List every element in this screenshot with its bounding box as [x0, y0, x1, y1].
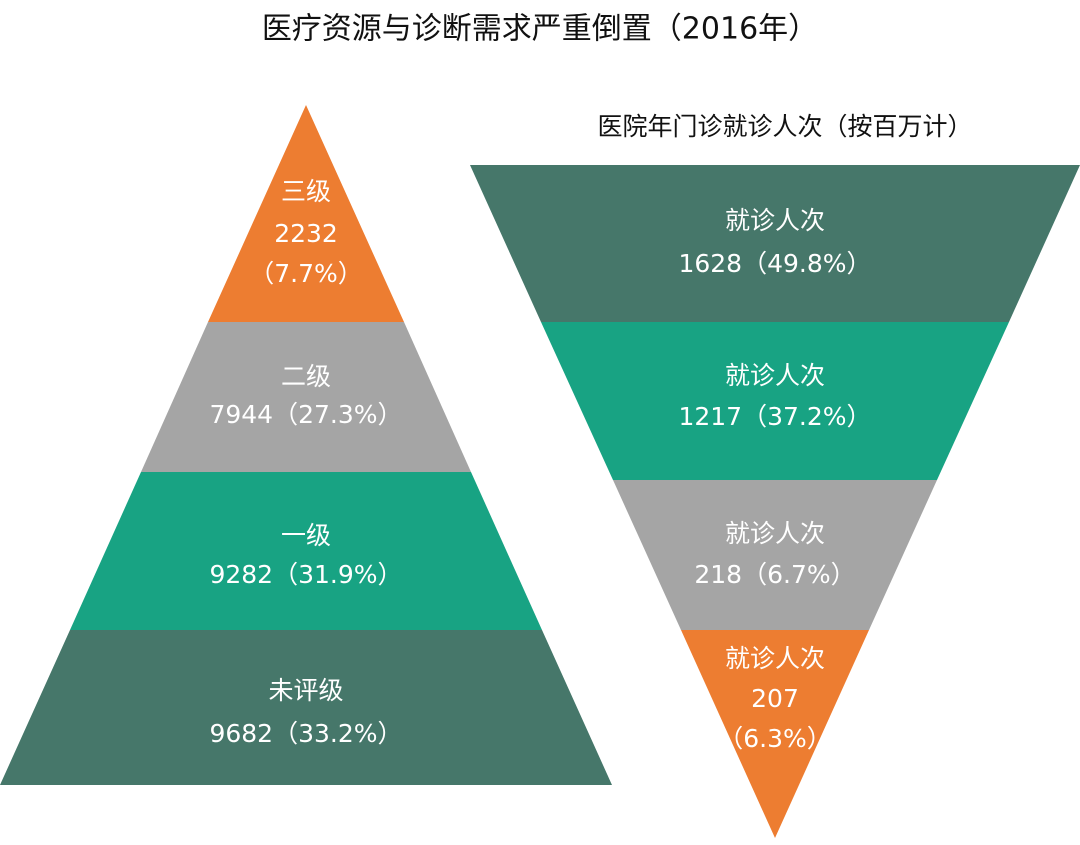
- level-value-line: 1628（49.8%）: [678, 249, 871, 278]
- pyramid-band: [0, 630, 612, 785]
- level-label: 就诊人次: [725, 644, 825, 673]
- funnel-band: [613, 480, 937, 630]
- level-label: 未评级: [268, 676, 343, 705]
- level-label: 二级: [281, 362, 331, 391]
- level-label: 一级: [281, 521, 331, 550]
- level-label: 三级: [281, 177, 331, 206]
- level-share: （7.7%）: [249, 259, 363, 288]
- level-share: （33.2%）: [273, 719, 402, 748]
- level-share: （6.3%）: [718, 724, 832, 753]
- level-value-line: 9282（31.9%）: [209, 560, 402, 589]
- title: 医疗资源与诊断需求严重倒置（2016年）: [262, 12, 818, 47]
- level-value: 7944: [209, 400, 273, 429]
- funnel-band: [470, 165, 1080, 322]
- level-share: （27.3%）: [273, 400, 402, 429]
- level-share: （49.8%）: [742, 249, 871, 278]
- funnel-title: 医院年门诊就诊人次（按百万计）: [597, 112, 972, 141]
- pyramid-band: [70, 472, 542, 630]
- level-value: 9682: [209, 719, 273, 748]
- level-label: 就诊人次: [725, 361, 825, 390]
- funnel-band: [681, 630, 869, 838]
- level-share: （6.7%）: [742, 560, 856, 589]
- level-label: 就诊人次: [725, 206, 825, 235]
- funnel-band: [541, 322, 1009, 480]
- level-share: （31.9%）: [273, 560, 402, 589]
- level-value-line: 9682（33.2%）: [209, 719, 402, 748]
- level-value-line: 1217（37.2%）: [678, 402, 871, 431]
- pyramid-band: [141, 322, 471, 472]
- level-value-line: 7944（27.3%）: [209, 400, 402, 429]
- level-share: （37.2%）: [742, 402, 871, 431]
- level-value: 218: [694, 560, 742, 589]
- level-value: 1217: [678, 402, 742, 431]
- level-value: 9282: [209, 560, 273, 589]
- level-label: 就诊人次: [725, 519, 825, 548]
- level-value: 207: [751, 684, 799, 713]
- level-value: 1628: [678, 249, 742, 278]
- shapes: [0, 105, 1080, 838]
- level-value: 2232: [274, 219, 338, 248]
- level-value-line: 218（6.7%）: [694, 560, 855, 589]
- pyramid-band: [208, 105, 404, 322]
